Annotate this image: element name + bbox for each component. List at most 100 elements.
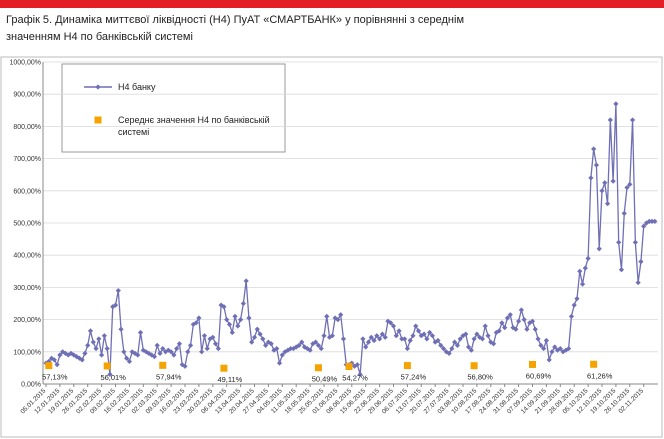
marker <box>210 334 216 340</box>
y-tick-label: 100,00% <box>13 349 41 356</box>
marker <box>613 101 619 107</box>
marker <box>313 339 319 345</box>
marker <box>301 344 308 350</box>
marker <box>374 333 380 339</box>
marker <box>71 352 77 358</box>
marker <box>490 341 497 347</box>
marker <box>274 345 280 352</box>
marker <box>465 344 472 350</box>
marker <box>121 349 127 355</box>
marker <box>79 357 85 363</box>
data-label: 57,94% <box>156 372 182 381</box>
marker <box>82 350 88 357</box>
legend-box <box>61 63 286 153</box>
marker <box>454 342 461 348</box>
marker <box>265 339 271 345</box>
marker <box>76 355 82 361</box>
marker <box>104 345 110 352</box>
marker <box>513 326 519 332</box>
chart-title: Графік 5. Динаміка миттєвої ліквідності … <box>6 14 465 43</box>
marker <box>335 317 341 323</box>
marker <box>529 318 536 324</box>
marker <box>421 331 427 337</box>
marker <box>315 342 322 348</box>
marker <box>199 349 205 355</box>
marker <box>602 180 608 186</box>
data-label: 60,69% <box>526 371 552 380</box>
top-bar <box>0 0 664 8</box>
marker <box>99 352 105 358</box>
marker <box>159 361 167 369</box>
marker <box>471 336 477 342</box>
marker <box>254 326 260 332</box>
marker <box>263 342 269 348</box>
marker <box>427 329 433 336</box>
marker <box>293 344 299 350</box>
marker <box>424 336 430 342</box>
marker <box>396 328 402 334</box>
marker <box>182 363 188 369</box>
marker <box>452 339 458 345</box>
marker <box>276 360 283 366</box>
marker <box>571 302 577 308</box>
marker <box>338 312 344 318</box>
data-label: 54,27% <box>342 374 368 383</box>
marker <box>538 342 544 348</box>
marker <box>457 336 463 342</box>
marker <box>627 181 633 187</box>
marker <box>129 349 135 355</box>
y-tick-label: 500,00% <box>13 221 41 228</box>
marker <box>632 239 638 245</box>
marker <box>118 326 124 332</box>
marker <box>87 328 94 334</box>
y-tick-label: 700,00% <box>13 156 41 163</box>
marker <box>46 358 52 365</box>
marker <box>201 333 208 339</box>
marker <box>351 363 358 369</box>
marker <box>345 363 353 371</box>
marker <box>299 339 305 345</box>
legend-label: Н4 банку <box>118 82 156 92</box>
marker <box>621 210 627 216</box>
marker <box>474 331 480 337</box>
marker <box>593 162 600 168</box>
marker <box>502 325 508 331</box>
marker <box>543 337 549 344</box>
marker <box>103 362 111 370</box>
marker <box>224 317 230 323</box>
marker <box>510 325 516 331</box>
y-tick-label: 200,00% <box>13 317 41 324</box>
marker <box>590 360 598 368</box>
marker <box>112 302 119 308</box>
marker <box>629 117 636 123</box>
marker <box>137 329 144 336</box>
marker <box>479 336 486 342</box>
marker <box>221 304 227 310</box>
marker <box>446 350 452 357</box>
marker <box>68 350 74 357</box>
marker <box>324 313 330 319</box>
marker <box>96 336 102 342</box>
marker <box>48 355 55 361</box>
marker <box>240 300 246 307</box>
marker <box>143 349 149 355</box>
marker <box>193 320 199 326</box>
marker <box>532 326 538 332</box>
marker <box>377 336 383 342</box>
marker <box>160 345 166 352</box>
marker <box>432 339 438 345</box>
data-label: 57,24% <box>401 373 427 382</box>
marker <box>485 333 491 339</box>
marker <box>616 239 622 245</box>
marker <box>171 352 177 358</box>
marker <box>185 349 191 355</box>
marker <box>563 347 569 353</box>
marker <box>95 84 101 90</box>
data-label: 57,13% <box>42 373 68 382</box>
marker <box>296 342 302 348</box>
marker <box>607 117 613 123</box>
marker <box>482 323 488 329</box>
marker <box>552 344 558 350</box>
marker <box>174 345 180 352</box>
marker <box>410 333 416 339</box>
